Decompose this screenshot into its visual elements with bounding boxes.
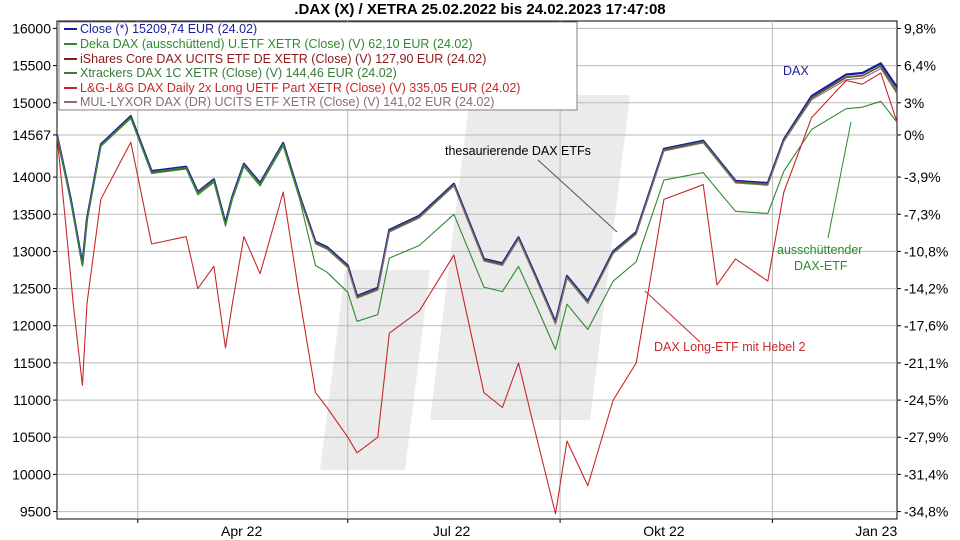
annotation-layer: DAX thesaurierende DAX ETFs ausschüttend… <box>445 64 862 354</box>
ticks-layer: 16000 9,8% 15500 6,4% 15000 3% 14567 0% 14000 -3,… <box>12 20 948 539</box>
legend-box <box>58 21 578 111</box>
series-layer <box>55 62 898 515</box>
y-left-tick-label: 13000 <box>12 243 51 259</box>
y-right-tick-label: -17,6% <box>904 318 948 334</box>
y-left-tick-label: 11000 <box>13 392 51 408</box>
x-tick-label: Apr 22 <box>221 523 262 539</box>
y-right-tick-label: -7,3% <box>904 206 941 222</box>
x-tick-label: Jul 22 <box>433 523 471 539</box>
hebel-pointer <box>644 290 701 343</box>
y-left-tick-label: 10000 <box>12 466 51 482</box>
y-right-tick-label: 3% <box>904 95 924 111</box>
legend-item-lyxor: MUL-LYXOR DAX (DR) UCITS ETF XETR (Close… <box>80 95 494 109</box>
x-tick-label: Okt 22 <box>643 523 684 539</box>
legend-item-ishares: iShares Core DAX UCITS ETF DE XETR (Clos… <box>80 52 486 66</box>
y-right-tick-label: 9,8% <box>904 20 936 36</box>
y-right-tick-label: 6,4% <box>904 58 936 74</box>
thesaurierend-pointer <box>537 159 618 233</box>
y-right-tick-label: -24,5% <box>904 392 948 408</box>
series-line-deka <box>56 100 898 351</box>
y-right-tick-label: -3,9% <box>904 169 941 185</box>
ausschuettend-annotation-line1: ausschüttender <box>777 243 862 257</box>
x-tick-label: Jan 23 <box>855 523 897 539</box>
legend: Close (*) 15209,74 EUR (24.02) Deka DAX … <box>58 21 578 111</box>
y-left-tick-label: 13500 <box>12 206 51 222</box>
y-left-tick-label: 14567 <box>12 127 51 143</box>
series-line-leverage <box>56 72 898 515</box>
y-right-tick-label: -21,1% <box>904 355 948 371</box>
legend-item-dax: Close (*) 15209,74 EUR (24.02) <box>80 22 257 36</box>
y-right-tick-label: -31,4% <box>904 466 948 482</box>
y-left-tick-label: 12500 <box>12 281 51 297</box>
ausschuettend-pointer <box>827 121 852 239</box>
y-right-tick-label: -14,2% <box>904 281 948 297</box>
y-left-tick-label: 9500 <box>20 504 51 520</box>
thesaurierend-annotation: thesaurierende DAX ETFs <box>445 144 591 158</box>
y-left-tick-label: 10500 <box>12 429 51 445</box>
dax-annotation: DAX <box>783 64 809 78</box>
y-left-tick-label: 12000 <box>12 318 51 334</box>
y-left-tick-label: 11500 <box>13 355 51 371</box>
ausschuettend-annotation-line2: DAX-ETF <box>794 259 848 273</box>
y-left-tick-label: 15500 <box>12 58 51 74</box>
y-left-tick-label: 16000 <box>12 20 51 36</box>
chart-title: .DAX (X) / XETRA 25.02.2022 bis 24.02.20… <box>294 1 666 18</box>
series-line-xtrackers <box>56 65 898 324</box>
legend-item-leverage: L&G-L&G DAX Daily 2x Long UETF Part XETR… <box>80 81 520 95</box>
y-right-tick-label: -27,9% <box>904 429 948 445</box>
y-left-tick-label: 15000 <box>12 95 51 111</box>
legend-item-deka: Deka DAX (ausschüttend) U.ETF XETR (Clos… <box>80 37 473 51</box>
y-right-tick-label: 0% <box>904 127 924 143</box>
y-left-tick-label: 14000 <box>12 169 51 185</box>
hebel-annotation: DAX Long-ETF mit Hebel 2 <box>654 340 805 354</box>
y-right-tick-label: -10,8% <box>904 243 948 259</box>
legend-item-xtrackers: Xtrackers DAX 1C XETR (Close) (V) 144,46… <box>80 66 397 80</box>
y-right-tick-label: -34,8% <box>904 504 948 520</box>
